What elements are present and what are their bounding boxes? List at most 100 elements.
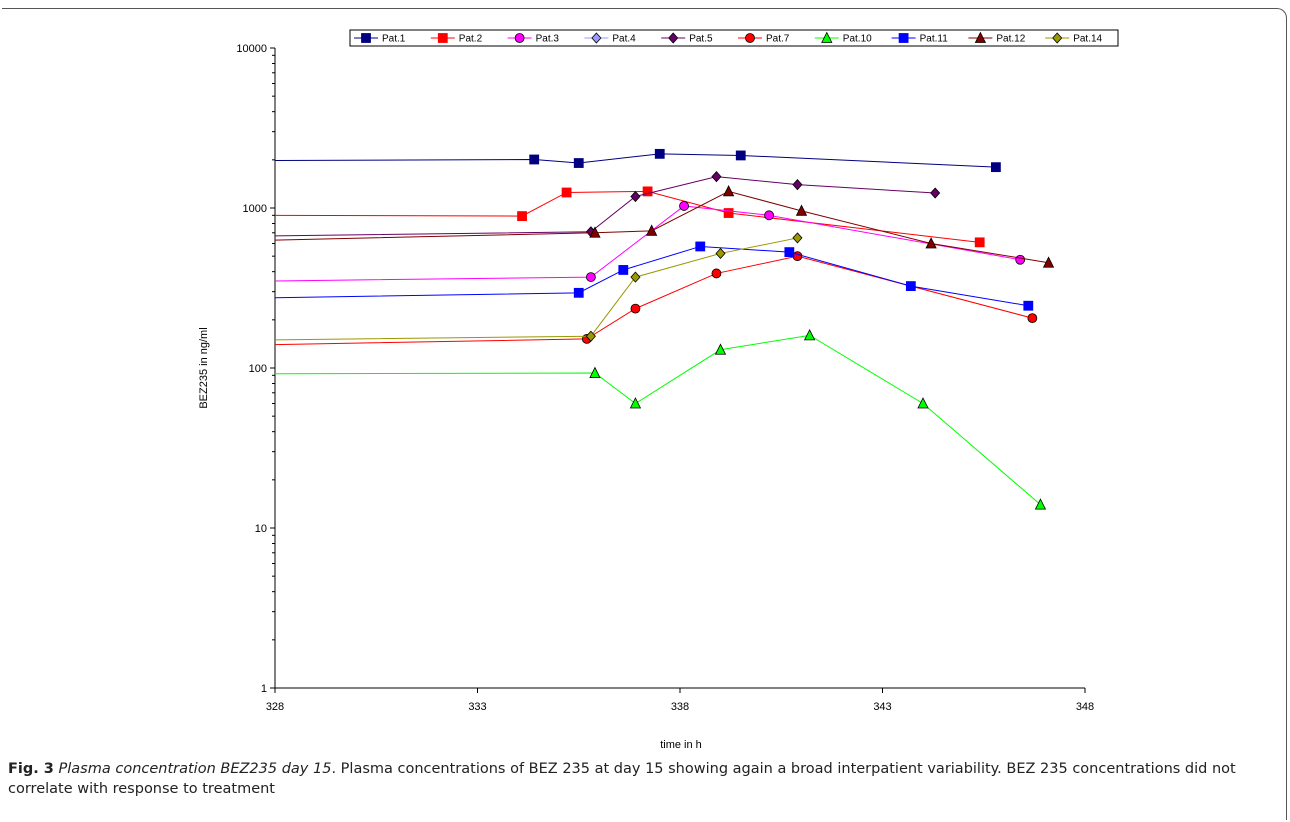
series-line (274, 334, 1041, 505)
x-tick-label: 343 (873, 701, 891, 713)
series-pat11 (274, 241, 1034, 311)
legend-label: Pat.14 (1073, 34, 1102, 45)
caption-title: Plasma concentration BEZ235 day 15 (58, 761, 332, 777)
data-point (586, 272, 596, 282)
legend-swatch-marker (898, 33, 909, 43)
legend-entry: Pat.14 (1045, 32, 1103, 45)
legend-label: Pat.11 (920, 34, 949, 45)
data-point (974, 237, 985, 248)
series-line (274, 205, 1021, 282)
figure-caption: Fig. 3 Plasma concentration BEZ235 day 1… (8, 759, 1278, 799)
legend-entry: Pat.3 (507, 33, 560, 45)
series-pat10 (274, 328, 1047, 510)
data-point (654, 148, 665, 159)
series-pat5 (274, 171, 941, 238)
y-tick-label: 10000 (236, 43, 267, 55)
data-point (735, 150, 746, 161)
legend-swatch-marker (745, 33, 755, 43)
data-point (1034, 498, 1047, 510)
data-point (561, 187, 572, 198)
legend-swatch-marker (591, 32, 602, 44)
y-tick-label: 1 (261, 683, 267, 695)
data-point (711, 268, 722, 279)
series-line (274, 153, 996, 168)
legend-swatch-marker (514, 33, 525, 43)
data-point (792, 232, 803, 244)
legend-swatch-marker (974, 31, 987, 43)
data-point (1027, 313, 1038, 324)
data-point (630, 271, 641, 283)
legend-label: Pat.4 (612, 34, 636, 45)
x-tick-label: 328 (266, 701, 284, 713)
y-axis-label: BEZ235 in ng/ml (198, 327, 210, 408)
data-point (925, 237, 937, 249)
legend-entry: Pat.7 (738, 33, 790, 45)
y-tick-label: 100 (249, 363, 267, 375)
data-point (585, 330, 596, 342)
legend: Pat.1 Pat.2 Pat.3 Pat.4 Pat.5 Pat.7 Pat.10 Pat.… (349, 29, 1119, 47)
data-point (795, 204, 808, 216)
y-tick-label: 1000 (243, 203, 267, 215)
legend-box (349, 29, 1119, 47)
data-point (642, 186, 653, 197)
legend-swatch-marker (821, 31, 833, 43)
series-line (274, 190, 1049, 264)
data-point (630, 190, 641, 203)
data-point (803, 328, 816, 341)
y-tick-label: 10 (255, 523, 267, 535)
series-layer (274, 148, 1055, 510)
series-line (274, 176, 936, 237)
legend-label: Pat.1 (382, 34, 406, 45)
legend-entry: Pat.4 (584, 32, 636, 45)
caption-text: . Plasma concentrations of BEZ 235 at da… (8, 761, 1236, 797)
legend-swatch-marker (668, 32, 679, 44)
legend-swatch-marker (361, 33, 371, 43)
data-point (714, 343, 727, 355)
series-pat3 (274, 201, 1026, 282)
legend-label: Pat.2 (459, 34, 483, 45)
legend-swatch-marker (437, 33, 448, 43)
series-pat7 (274, 251, 1038, 346)
legend-entry: Pat.11 (891, 33, 949, 45)
series-pat14 (274, 232, 803, 342)
series-pat1 (274, 148, 1001, 173)
legend-label: Pat.5 (689, 34, 713, 45)
x-tick-label: 338 (671, 701, 689, 713)
axes: 1 10 100 1000 10000 328 333 338 343 348 (236, 43, 1094, 713)
data-point (573, 287, 584, 298)
data-point (517, 211, 527, 221)
data-point (629, 397, 642, 409)
x-tick-label: 348 (1076, 701, 1094, 713)
legend-entry: Pat.5 (661, 32, 713, 45)
data-point (646, 224, 658, 236)
figure-frame (2, 8, 1287, 820)
data-point (991, 162, 1001, 173)
data-point (1015, 254, 1026, 265)
legend-swatch-marker (1052, 32, 1063, 44)
data-point (764, 210, 774, 221)
data-point (930, 187, 941, 199)
legend-label: Pat.10 (843, 34, 872, 45)
data-point (589, 226, 601, 238)
legend-label: Pat.12 (996, 34, 1025, 45)
legend-label: Pat.3 (536, 34, 560, 45)
data-point (723, 208, 734, 218)
data-point (711, 171, 722, 183)
caption-label: Fig. 3 (8, 761, 54, 777)
series-line (274, 245, 1029, 307)
data-point (715, 247, 726, 260)
legend-entry: Pat.12 (968, 31, 1026, 45)
data-point (529, 154, 540, 165)
data-point (630, 303, 641, 314)
data-point (695, 241, 706, 252)
data-point (589, 366, 601, 378)
data-point (722, 184, 735, 197)
series-pat12 (274, 184, 1055, 268)
x-tick-label: 333 (468, 701, 486, 713)
data-point (1023, 300, 1034, 311)
data-point (905, 281, 916, 291)
legend-entry: Pat.1 (354, 33, 406, 45)
data-point (792, 179, 803, 191)
data-point (573, 158, 584, 168)
